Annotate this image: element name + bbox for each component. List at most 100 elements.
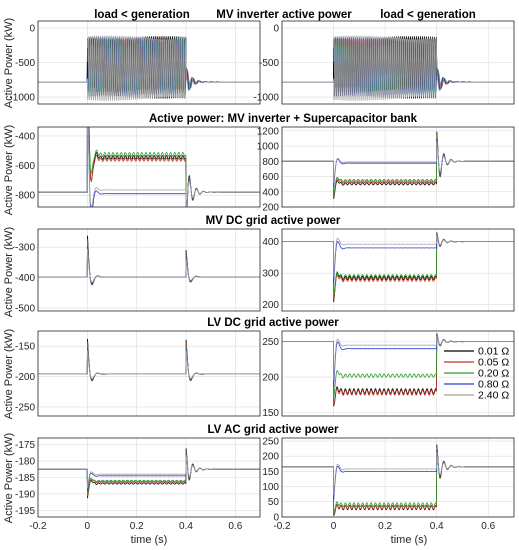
y-tick-label: -150: [15, 342, 35, 353]
x-tick-label: 0.6: [481, 521, 495, 532]
y-tick-label: 50: [268, 497, 280, 508]
y-tick-label: 1000: [257, 142, 280, 153]
y-tick-label: -500: [259, 58, 279, 69]
panel-r4-c0: -175 -180 -185 -190 -195 -0.2 0 0.2 0.4 0.6: [15, 437, 261, 532]
y-tick-label: 200: [262, 373, 279, 384]
legend-label: 0.20 Ω: [478, 368, 509, 380]
x-axis-label-left: time (s): [131, 534, 168, 546]
y-tick-label: 1200: [257, 126, 280, 137]
y-tick-label: 200: [262, 452, 279, 463]
right-title: load < generation: [380, 9, 476, 21]
x-tick-label: -0.2: [273, 521, 291, 532]
series-group: [38, 127, 260, 207]
y-tick-label: 400: [262, 187, 279, 198]
x-tick-label: 0.2: [378, 521, 392, 532]
plot-area: [38, 331, 260, 416]
row-title-1: Active power: MV inverter + Supercapacit…: [149, 113, 418, 125]
series-group: [38, 35, 260, 101]
y-tick-label: 300: [262, 269, 279, 280]
y-tick-label: -180: [15, 457, 35, 468]
y-axis-label-row3: Active Power (kW): [3, 329, 15, 419]
series-line-240: [282, 35, 514, 101]
row-title-4: LV AC grid active power: [208, 424, 340, 436]
panels-group: 0 -500 -1000 0 -500 -1000 -400 -600 -800 200 400 60…: [9, 20, 515, 532]
axes-box: [37, 228, 261, 312]
y-axis-label-row4: Active Power (kW): [3, 433, 15, 523]
x-tick-label: 0.2: [130, 521, 144, 532]
legend-label: 0.01 Ω: [478, 346, 509, 358]
plot-area: [38, 229, 260, 311]
y-tick-label: -500: [15, 58, 35, 69]
series-line-240: [38, 455, 260, 489]
panel-r3-c1: 150 200 250: [262, 330, 515, 419]
series-group: [282, 232, 514, 303]
y-tick-label: -250: [15, 402, 35, 413]
series-line-240: [38, 35, 260, 101]
x-tick-label: 0.4: [179, 521, 193, 532]
y-tick-label: 400: [262, 237, 279, 248]
panel-r2-c0: -300 -400 -500: [15, 228, 261, 314]
y-tick-label: 250: [262, 337, 279, 348]
y-tick-label: 0: [29, 23, 35, 34]
axes-box: [281, 437, 515, 518]
y-tick-label: -195: [15, 506, 35, 517]
series-line-240: [38, 248, 260, 283]
row-title-3: LV DC grid active power: [207, 317, 339, 329]
plot-area: [282, 127, 514, 207]
y-tick-label: -200: [15, 372, 35, 383]
y-tick-label: 200: [262, 203, 279, 214]
axes-box: [37, 330, 261, 417]
y-tick-label: 150: [262, 408, 279, 419]
y-tick-label: -300: [15, 243, 35, 254]
legend-label: 0.05 Ω: [478, 357, 509, 369]
x-tick-label: 0.4: [430, 521, 444, 532]
series-group: [282, 35, 514, 101]
axes-box: [281, 20, 515, 105]
series-line-240: [282, 141, 514, 184]
panel-r0-c1: 0 -500 -1000: [253, 20, 515, 105]
axes-box: [37, 20, 261, 105]
y-axis-label-row1: Active Power (kW): [3, 125, 15, 215]
legend-label: 0.80 Ω: [478, 379, 509, 391]
y-tick-label: 0: [273, 23, 279, 34]
x-tick-label: 0.6: [228, 521, 242, 532]
y-tick-label: 600: [262, 172, 279, 183]
y-tick-label: 200: [262, 300, 279, 311]
y-tick-label: -500: [15, 303, 35, 314]
axes-box: [37, 126, 261, 208]
y-tick-label: -175: [15, 440, 35, 451]
y-tick-label: -1000: [9, 93, 35, 104]
panel-r0-c0: 0 -500 -1000: [9, 20, 261, 105]
series-group: [38, 338, 260, 382]
y-axis-label-row0: Active Power (kW): [3, 18, 15, 108]
left-title: load < generation: [94, 9, 190, 21]
axes-box: [281, 228, 515, 312]
y-tick-label: -1000: [253, 93, 279, 104]
x-tick-label: 0: [331, 521, 337, 532]
axes-box: [281, 126, 515, 208]
axes-box: [37, 437, 261, 518]
axes-box: [281, 330, 515, 417]
panel-r3-c0: -150 -200 -250: [15, 330, 261, 417]
series-group: [282, 333, 514, 407]
y-tick-label: 150: [262, 467, 279, 478]
panel-r1-c0: -400 -600 -800: [15, 126, 261, 208]
series-line-240: [38, 127, 260, 207]
y-tick-label: -185: [15, 473, 35, 484]
series-line-240: [38, 350, 260, 380]
y-tick-label: -190: [15, 489, 35, 500]
series-group: [282, 444, 514, 517]
main-title: MV inverter active power: [216, 9, 352, 21]
x-tick-label: -0.2: [29, 521, 47, 532]
row-title-2: MV DC grid active power: [206, 215, 341, 227]
x-tick-label: 0: [85, 521, 91, 532]
series-group: [38, 235, 260, 286]
series-group: [38, 448, 260, 499]
panel-r2-c1: 200 300 400: [262, 228, 515, 312]
y-tick-label: -400: [15, 273, 35, 284]
y-tick-label: 250: [262, 437, 279, 448]
legend: 0.01 Ω0.05 Ω0.20 Ω0.80 Ω2.40 Ω: [444, 346, 509, 402]
x-axis-label-right: time (s): [391, 534, 428, 546]
